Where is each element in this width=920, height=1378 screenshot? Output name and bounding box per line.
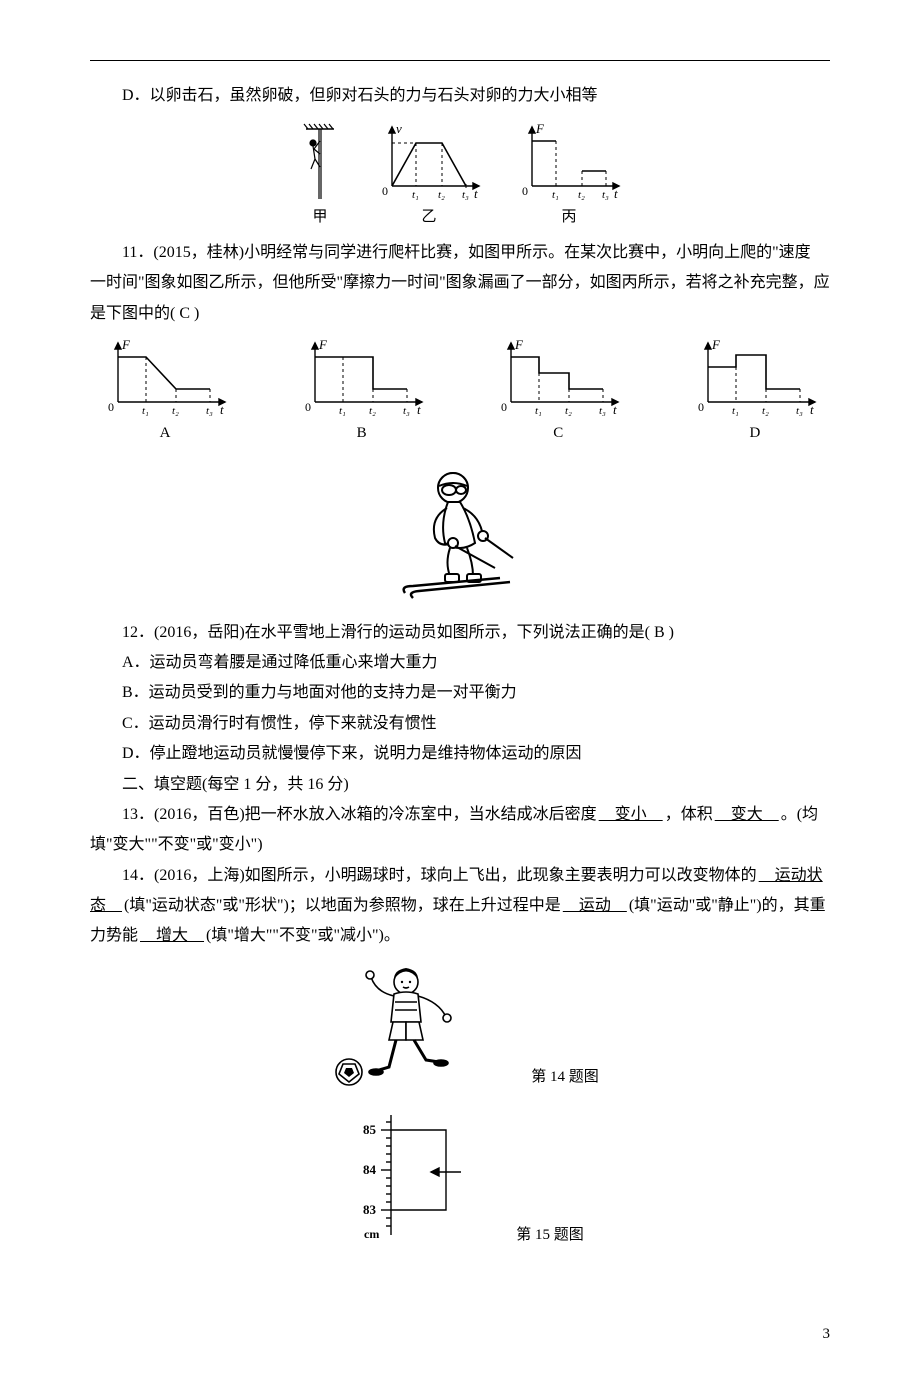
q12-D: D．停止蹬地运动员就慢慢停下来，说明力是维持物体运动的原因 [90,739,830,769]
fig-bing: F t 0 t₁ t₂ t₃ 丙 [514,121,624,232]
svg-text:0: 0 [108,400,114,414]
q12-text: 12．(2016，岳阳)在水平雪地上滑行的运动员如图所示，下列说法正确的是( B… [90,618,830,648]
svg-text:t₃: t₃ [599,405,606,417]
graph-C-icon: F t 0 t₁ t₂ t₃ [493,337,623,417]
caption-yi: 乙 [374,203,484,232]
axis-t: t [474,186,478,201]
page-number: 3 [0,1290,920,1378]
q11-opt-B: F t 0 t₁ t₂ t₃ B [297,337,427,448]
q11-options-row: F t 0 t₁ t₂ t₃ A [90,337,830,448]
svg-text:t: t [220,402,224,417]
q13-ans1: 变小 [597,806,665,823]
svg-text:t₁: t₁ [142,405,149,417]
top-rule [90,60,830,61]
ruler-icon: 85 84 83 cm [336,1110,476,1250]
q13: 13．(2016，百色)把一杯水放入冰箱的冷冻室中，当水结成冰后密度 变小 ，体… [90,800,830,861]
svg-text:0: 0 [522,184,528,198]
figure-row-jyb: 甲 v t 0 t₁ [90,121,830,232]
q14: 14．(2016，上海)如图所示，小明踢球时，球向上飞出，此现象主要表明力可以改… [90,861,830,952]
q11-opt-D: F t 0 t₁ t₂ t₃ D [690,337,820,448]
ft-graph-partial-icon: F t 0 t₁ t₂ t₃ [514,121,624,201]
svg-text:t₃: t₃ [206,405,213,417]
svg-text:t₁: t₁ [552,189,559,201]
caption-jia: 甲 [296,203,344,232]
skier-figure [90,458,830,608]
svg-text:t₂: t₂ [762,405,769,417]
q11-answer: C [179,305,190,322]
option-d-prev: D．以卵击石，虽然卵破，但卵对石头的力与石头对卵的力大小相等 [90,81,830,111]
q12-C: C．运动员滑行时有惯性，停下来就没有惯性 [90,709,830,739]
q14-ans2: 运动 [561,897,629,914]
svg-text:t₃: t₃ [403,405,410,417]
svg-text:t₃: t₃ [602,189,609,201]
svg-text:t₃: t₃ [796,405,803,417]
q12-answer: B [654,624,665,641]
svg-text:F: F [121,337,131,352]
svg-text:t: t [614,186,618,201]
svg-text:83: 83 [363,1202,377,1217]
svg-text:F: F [711,337,721,352]
svg-text:0: 0 [501,400,507,414]
svg-text:t: t [613,402,617,417]
pole-icon [296,121,344,201]
q12-B: B．运动员受到的重力与地面对他的支持力是一对平衡力 [90,678,830,708]
svg-text:0: 0 [382,184,388,198]
svg-text:85: 85 [363,1122,377,1137]
axis-F: F [535,121,545,136]
svg-text:t: t [417,402,421,417]
boy-kick-icon [321,962,491,1092]
svg-text:t₂: t₂ [369,405,376,417]
svg-text:t₂: t₂ [438,189,445,201]
section-2-header: 二、填空题(每空 1 分，共 16 分) [90,770,830,800]
fig15-row: 85 84 83 cm 第 15 题图 [90,1110,830,1250]
caption-bing: 丙 [514,203,624,232]
svg-text:t₂: t₂ [172,405,179,417]
axis-v: v [396,121,402,136]
svg-text:t₁: t₁ [732,405,739,417]
svg-text:t₁: t₁ [339,405,346,417]
q14-ans3: 增大 [138,927,206,944]
svg-text:t: t [810,402,814,417]
svg-text:F: F [318,337,328,352]
q12-A: A．运动员弯着腰是通过降低重心来增大重力 [90,648,830,678]
skier-icon [385,458,535,608]
fig15-label: 第 15 题图 [516,1221,584,1250]
svg-text:t₂: t₂ [565,405,572,417]
q11-text: 11．(2015，桂林)小明经常与同学进行爬杆比赛，如图甲所示。在某次比赛中，小… [90,238,830,329]
svg-text:cm: cm [364,1227,379,1241]
svg-text:t₁: t₁ [412,189,419,201]
graph-D-icon: F t 0 t₁ t₂ t₃ [690,337,820,417]
graph-B-icon: F t 0 t₁ t₂ t₃ [297,337,427,417]
svg-text:t₂: t₂ [578,189,585,201]
fig-yi: v t 0 t₁ t₂ t₃ 乙 [374,121,484,232]
q11-opt-A: F t 0 t₁ t₂ t₃ A [100,337,230,448]
svg-text:84: 84 [363,1162,377,1177]
fig-jia: 甲 [296,121,344,232]
fig14-row: 第 14 题图 [90,962,830,1092]
graph-A-icon: F t 0 t₁ t₂ t₃ [100,337,230,417]
fig14-label: 第 14 题图 [531,1063,599,1092]
q11-opt-C: F t 0 t₁ t₂ t₃ C [493,337,623,448]
svg-text:0: 0 [698,400,704,414]
vt-graph-icon: v t 0 t₁ t₂ t₃ [374,121,484,201]
svg-text:F: F [514,337,524,352]
svg-text:0: 0 [305,400,311,414]
q13-ans2: 变大 [713,806,781,823]
svg-text:t₁: t₁ [535,405,542,417]
svg-text:t₃: t₃ [462,189,469,201]
